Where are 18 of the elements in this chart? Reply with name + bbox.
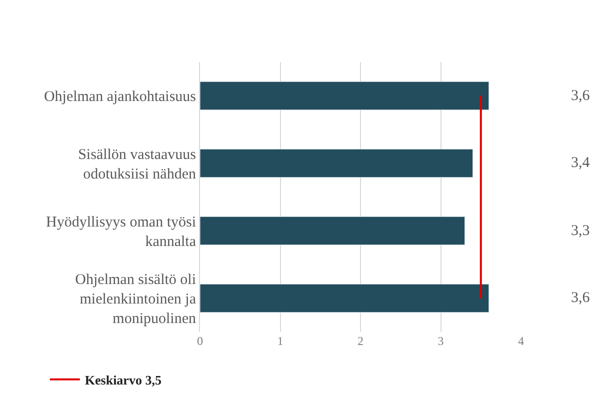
legend-label: Keskiarvo 3,5 <box>84 372 162 388</box>
x-tick-label: 3 <box>438 334 444 348</box>
bar <box>200 284 490 313</box>
y-tick-label: Sisällön vastaavuus odotuksiisi nähden <box>78 146 196 182</box>
data-label: 3,3 <box>571 223 590 239</box>
y-tick-label: Hyödyllisyys oman työsi kannalta <box>46 214 196 250</box>
x-tick-label: 0 <box>197 334 203 348</box>
data-label: 3,4 <box>571 155 590 171</box>
x-tick-label: 1 <box>277 334 284 348</box>
bar <box>200 148 474 178</box>
x-tick-label: 4 <box>518 334 524 348</box>
x-tick-label: 2 <box>358 334 364 348</box>
data-label: 3,6 <box>571 88 590 104</box>
bar <box>200 81 490 110</box>
data-label: 3,6 <box>571 290 590 306</box>
y-tick-label: Ohjelman ajankohtaisuus <box>44 89 196 105</box>
y-tick-label: Ohjelman sisältö oli mielenkiintoinen ja monipuolinen <box>75 272 196 327</box>
bar <box>200 216 466 246</box>
